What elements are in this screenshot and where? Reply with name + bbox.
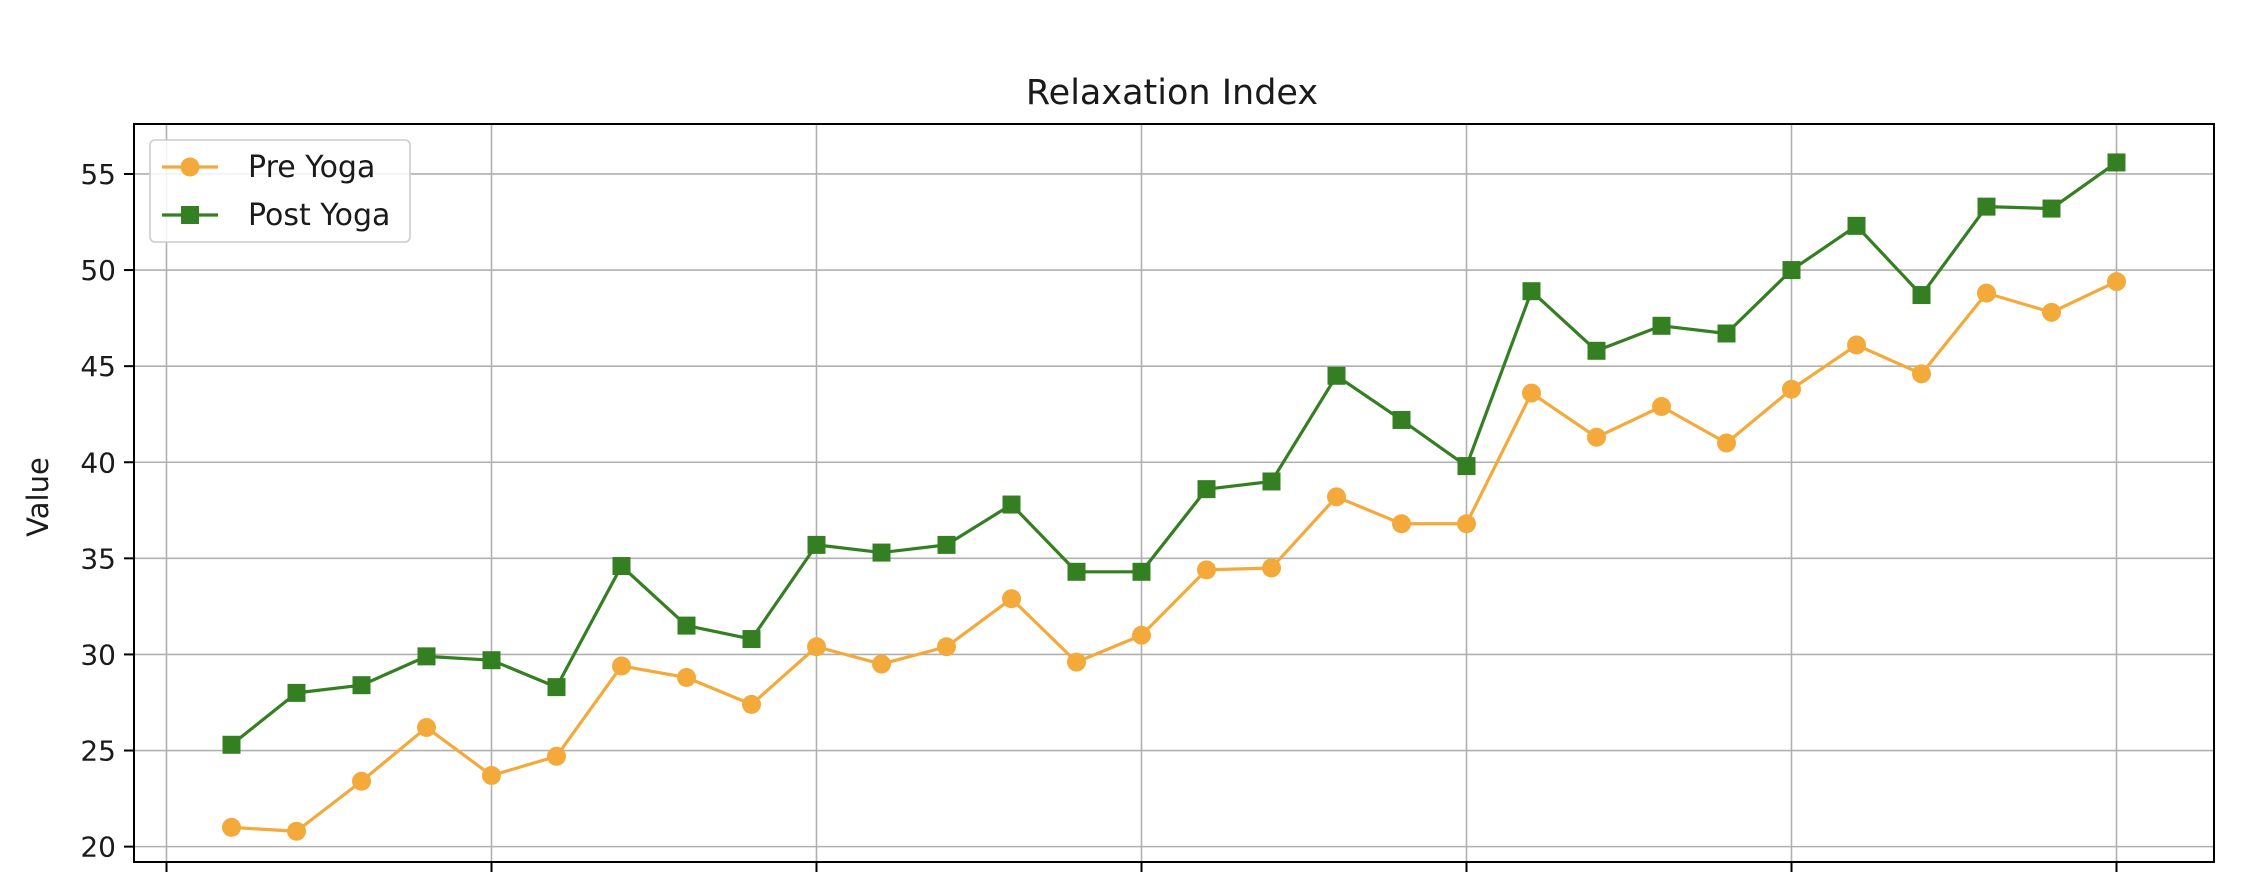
data-point [1132, 562, 1151, 581]
data-point [547, 746, 566, 766]
y-tick-label: 30 [80, 638, 116, 671]
data-point [2107, 153, 2126, 172]
data-point [1522, 383, 1541, 403]
legend-marker [181, 206, 199, 224]
data-point [677, 668, 696, 687]
chart-title: Relaxation Index [1026, 73, 1318, 113]
axes: 20 25 30 35 40 45 50 55 [80, 158, 2118, 872]
data-point [2042, 199, 2061, 218]
data-point [1392, 410, 1411, 429]
series-pre-yoga [222, 272, 2126, 841]
data-point [1262, 558, 1281, 578]
data-point [1912, 364, 1931, 384]
data-point [287, 821, 306, 841]
data-point [1652, 316, 1671, 335]
data-point [352, 676, 371, 695]
data-point [1132, 625, 1151, 645]
data-point [417, 717, 436, 737]
data-point [872, 543, 891, 562]
data-point [807, 637, 826, 657]
data-point [1002, 495, 1021, 514]
data-point [1717, 324, 1736, 343]
data-point [1522, 282, 1541, 301]
data-point [482, 651, 501, 670]
data-point [1262, 472, 1281, 491]
legend: Pre Yoga Post Yoga [149, 139, 411, 243]
data-point [742, 630, 761, 649]
y-tick-label: 50 [80, 254, 116, 287]
data-point [1847, 335, 1866, 355]
data-point [677, 616, 696, 635]
data-point [222, 817, 241, 837]
y-tick-label: 25 [80, 735, 116, 768]
data-point [1717, 433, 1736, 453]
gridlines [134, 124, 2214, 862]
y-tick-label: 35 [80, 542, 116, 575]
y-tick-label: 40 [80, 446, 116, 479]
data-point [1977, 283, 1996, 303]
data-point [1327, 487, 1346, 507]
data-point [1067, 652, 1086, 672]
data-point [612, 557, 631, 576]
data-point [1587, 341, 1606, 360]
data-point [1847, 216, 1866, 235]
data-point [1067, 562, 1086, 581]
data-point [417, 647, 436, 666]
data-point [937, 637, 956, 657]
y-tick-label: 20 [80, 831, 116, 864]
data-point [742, 694, 761, 714]
data-point [1782, 379, 1801, 399]
data-point [2042, 302, 2061, 322]
data-point [937, 535, 956, 554]
data-point [1327, 366, 1346, 385]
data-point [1977, 197, 1996, 216]
data-point [352, 771, 371, 791]
data-point [222, 735, 241, 754]
data-point [1782, 261, 1801, 280]
data-point [547, 678, 566, 697]
data-point [612, 656, 631, 676]
data-point [482, 766, 501, 786]
plot-frame [133, 123, 2215, 863]
data-point [807, 535, 826, 554]
data-point [1587, 427, 1606, 447]
data-point [1457, 457, 1476, 476]
legend-label: Post Yoga [248, 198, 390, 233]
data-point [1002, 589, 1021, 609]
series-layer [222, 153, 2126, 841]
y-tick-label: 55 [80, 158, 116, 191]
series-post-yoga [222, 153, 2126, 754]
series-line [230, 161, 2118, 747]
data-point [1392, 514, 1411, 534]
data-point [1197, 560, 1216, 580]
data-point [1652, 397, 1671, 417]
y-tick-label: 45 [80, 350, 116, 383]
data-point [2107, 272, 2126, 292]
series-line [231, 280, 2118, 833]
legend-label: Pre Yoga [248, 150, 375, 185]
legend-marker [180, 157, 200, 177]
data-point [1912, 286, 1931, 305]
data-point [1197, 480, 1216, 499]
y-axis-label: Value [21, 457, 55, 537]
data-point [1457, 514, 1476, 534]
data-point [872, 654, 891, 674]
data-point [287, 683, 306, 702]
